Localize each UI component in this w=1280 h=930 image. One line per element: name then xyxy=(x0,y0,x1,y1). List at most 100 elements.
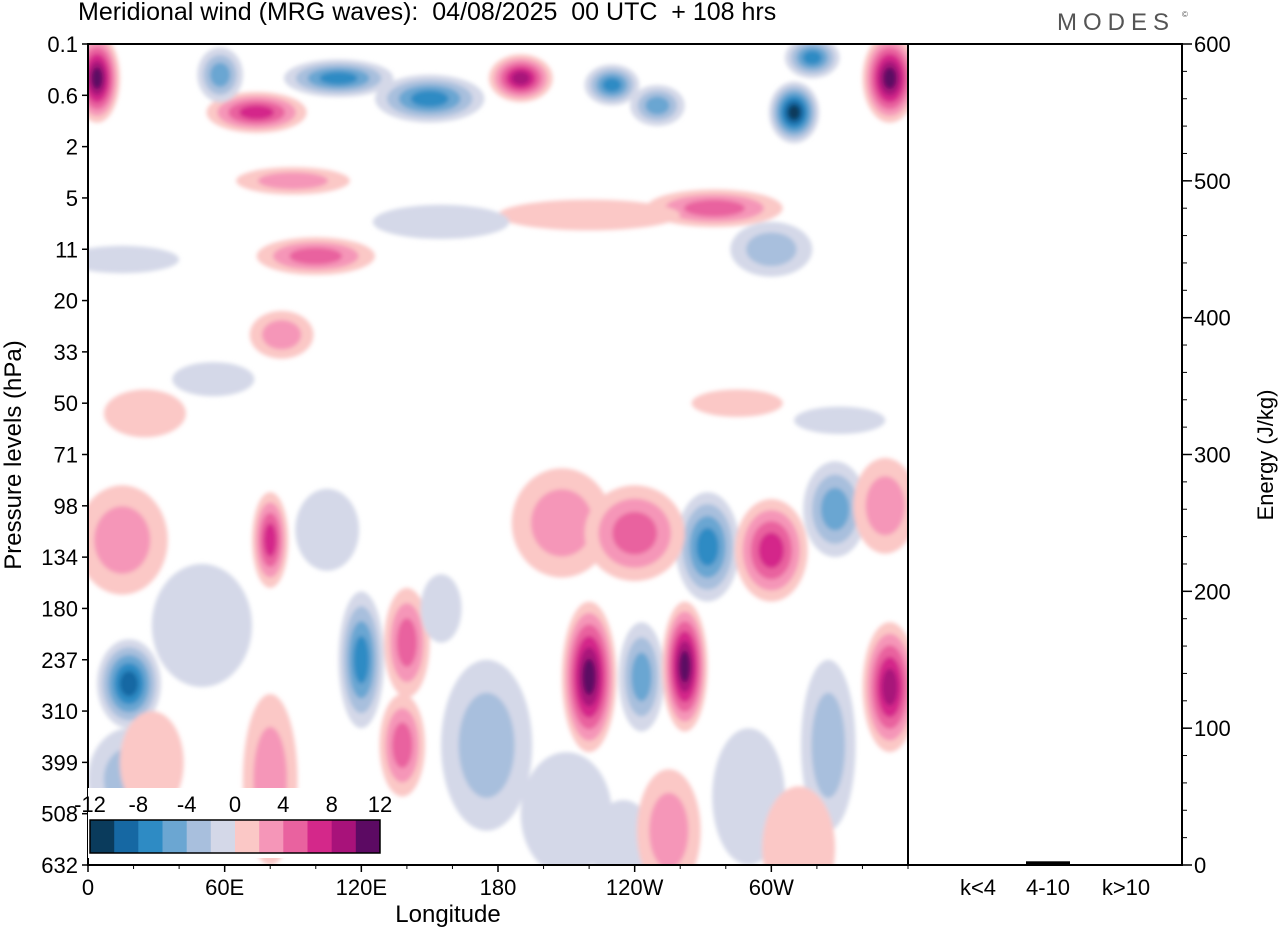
contour-band-24-1 xyxy=(94,506,151,574)
energy-panel: 0 100 200 300 400 500 600 Energy (J/kg) k<4 4-10 k… xyxy=(956,32,1278,900)
contour-band-17-0 xyxy=(88,245,180,274)
colorbar-swatch xyxy=(331,820,357,853)
contour-band-20-0 xyxy=(172,362,255,397)
contour-band-8-3 xyxy=(319,71,358,85)
colorbar-swatch xyxy=(235,820,260,853)
colorbar-frame xyxy=(89,819,381,854)
contour-band-31-5 xyxy=(582,658,596,696)
energy-panel-frame xyxy=(907,43,1183,866)
contour-band-15-0 xyxy=(372,204,510,239)
colorbar-label: -4 xyxy=(177,792,197,817)
contour-band-26-0 xyxy=(295,488,360,571)
contour-band-30-0 xyxy=(420,574,462,643)
x-axis-label: Longitude xyxy=(395,901,500,928)
contour-band-38-2 xyxy=(820,487,850,531)
y-tick-label: 0.1 xyxy=(47,32,78,57)
energy-tick-label: 100 xyxy=(1194,716,1231,741)
contour-band-12-1 xyxy=(258,172,328,190)
x-tick-label: 120E xyxy=(336,875,387,900)
energy-bar xyxy=(956,864,1000,865)
contour-band-14-0 xyxy=(497,199,681,231)
contour-band-28-2 xyxy=(396,618,417,667)
colorbar-swatch xyxy=(138,820,163,853)
contour-band-16-1 xyxy=(746,232,797,267)
contour-band-3-3 xyxy=(802,50,822,65)
y-tick-label: 11 xyxy=(55,237,78,262)
y-tick-label: 180 xyxy=(41,596,78,621)
colorbar-swatch xyxy=(90,820,115,853)
contour-band-7-2 xyxy=(210,62,231,87)
y-tick-label: 310 xyxy=(41,699,78,724)
y-tick-label: 0.6 xyxy=(47,83,78,108)
contour-band-41-1 xyxy=(811,692,846,798)
brand-logo: MODES xyxy=(1057,9,1176,36)
colorbar-label: -8 xyxy=(129,792,149,817)
contour-band-6-3 xyxy=(239,105,274,120)
colorbar-swatch xyxy=(307,820,333,853)
colorbar-label: 12 xyxy=(368,792,392,817)
colorbar-swatch xyxy=(283,820,308,853)
contour-band-35-3 xyxy=(696,527,719,566)
colorbar-label: 8 xyxy=(326,792,338,817)
energy-tick-label: 500 xyxy=(1194,169,1231,194)
contour-band-37-3 xyxy=(758,532,784,569)
energy-category-label: k>10 xyxy=(1102,875,1150,900)
contour-band-9-3 xyxy=(410,90,449,107)
energy-tick-label: 200 xyxy=(1194,579,1231,604)
colorbar-swatch xyxy=(210,820,236,853)
colorbar-label: 4 xyxy=(277,792,289,817)
y-tick-label: 399 xyxy=(41,750,78,775)
contour-band-39-1 xyxy=(865,476,905,536)
contour-band-49-1 xyxy=(649,792,689,865)
colorbar-swatch xyxy=(186,820,212,853)
energy-bar xyxy=(1104,864,1148,865)
chart-title: Meridional wind (MRG waves): 04/08/2025 … xyxy=(78,0,777,26)
contour-band-29-2 xyxy=(392,722,413,769)
contour-band-10-4 xyxy=(511,71,530,85)
x-tick-label: 180 xyxy=(480,875,517,900)
contour-band-0-5 xyxy=(91,67,103,89)
contour-band-2-5 xyxy=(788,104,801,120)
contour-band-51-0 xyxy=(762,786,836,865)
energy-tick-label: 300 xyxy=(1194,443,1231,468)
contour-band-13-2 xyxy=(289,247,343,265)
contour-band-23-3 xyxy=(263,523,277,557)
contour-field xyxy=(88,44,908,865)
y-tick-label: 20 xyxy=(54,289,78,314)
y-tick-label: 5 xyxy=(66,186,78,211)
contour-band-27-3 xyxy=(353,636,370,684)
energy-category-label: k<4 xyxy=(960,875,996,900)
contour-band-40-4 xyxy=(882,668,898,706)
y-tick-label: 134 xyxy=(41,545,78,570)
contour-layer xyxy=(88,44,908,865)
y-tick-label: 50 xyxy=(54,391,78,416)
x-tick-label: 120W xyxy=(606,875,664,900)
contour-band-21-0 xyxy=(794,406,886,434)
colorbar-label: 0 xyxy=(229,792,241,817)
energy-tick-label: 400 xyxy=(1194,306,1231,331)
colorbar-swatch xyxy=(259,820,284,853)
contour-band-36-2 xyxy=(612,511,657,555)
contour-band-18-1 xyxy=(262,320,302,350)
y-tick-label: 33 xyxy=(54,340,78,365)
y-tick-label: 2 xyxy=(66,135,78,160)
y-tick-label: 71 xyxy=(54,443,78,468)
contour-band-42-4 xyxy=(119,671,139,697)
y-tick-label: 632 xyxy=(41,853,78,878)
colorbar-swatch xyxy=(355,820,381,853)
energy-tick-label: 600 xyxy=(1194,32,1231,57)
brand-copyright-mark: © xyxy=(1182,10,1188,19)
colorbar-label: -12 xyxy=(74,792,106,817)
contour-band-4-3 xyxy=(602,77,622,93)
colorbar: -12 -8 -4 0 4 8 12 xyxy=(74,788,392,858)
contour-band-19-0 xyxy=(103,389,186,438)
axes: 0.1 0.6 2 5 11 20 33 50 71 98 134 180 237 310 399 508 63… xyxy=(0,32,909,928)
energy-bar xyxy=(1026,861,1070,865)
contour-band-11-2 xyxy=(684,199,745,217)
contour-band-34-5 xyxy=(679,650,691,683)
contour-band-46-1 xyxy=(458,692,515,798)
y-tick-label: 98 xyxy=(54,494,78,519)
energy-axis-label: Energy (J/kg) xyxy=(1253,390,1278,521)
contour-band-25-0 xyxy=(151,563,252,688)
